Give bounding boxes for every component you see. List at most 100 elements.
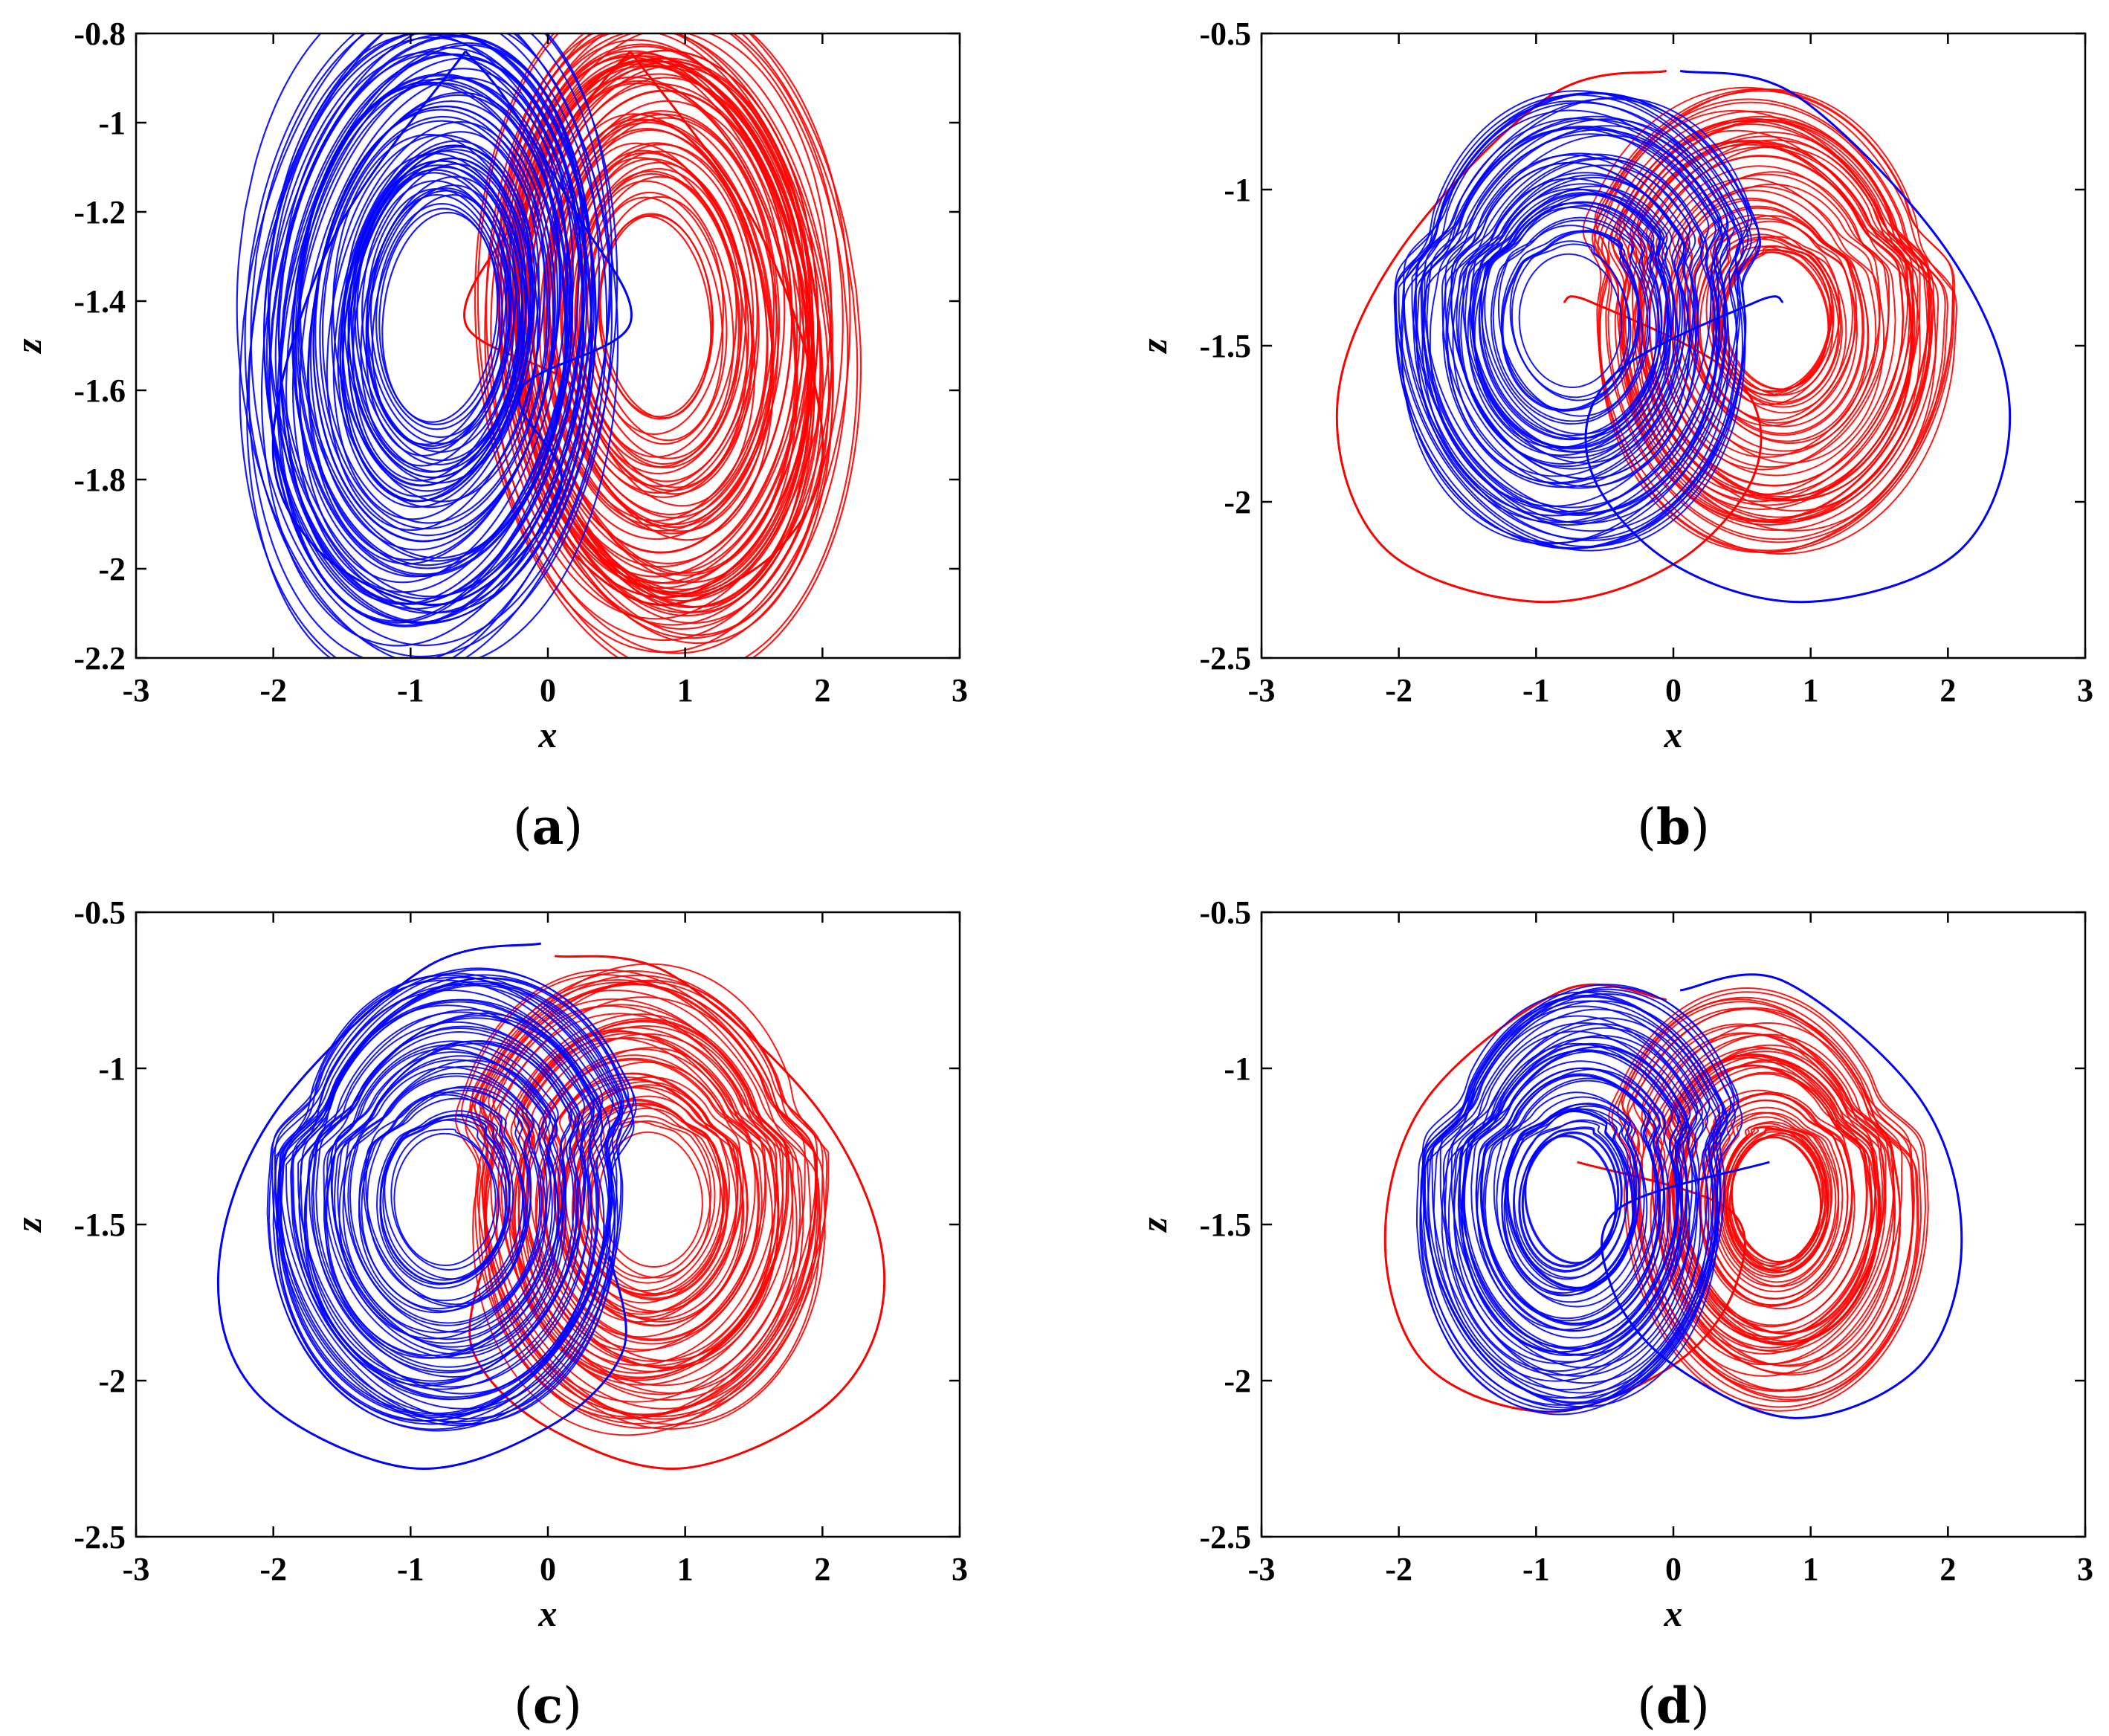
panel-label: (d)	[1637, 1677, 1710, 1735]
y-tick-label: -2.2	[74, 640, 126, 677]
series-1-loop	[1480, 202, 1661, 439]
series-1-loop	[1472, 193, 1669, 448]
series-1-loop	[1419, 986, 1743, 1413]
series-0-loop	[547, 119, 775, 529]
series-0-loop	[1610, 120, 1931, 522]
series-1-loop	[263, 33, 597, 624]
series-1-loop	[300, 1011, 592, 1388]
series-1-loop	[311, 1025, 581, 1374]
series-1-outer-orbit	[1584, 69, 2012, 604]
series-1-loop	[1444, 1023, 1708, 1376]
panel-c: -3 -2 -1 0 1 2 3 -2.5 -2 -1.5 -1 -0.5 x z (c)	[7, 894, 968, 1735]
y-tick-label: -1.5	[74, 1207, 126, 1243]
series-1-loop	[276, 977, 635, 1422]
series-0-loop	[598, 214, 714, 418]
series-0-loop	[1704, 1100, 1849, 1300]
x-tick-label: -3	[123, 1551, 150, 1587]
series-1-loop	[393, 1132, 497, 1267]
series-1-loop	[330, 1048, 560, 1351]
series-1-loop	[326, 121, 546, 532]
x-tick-label: -2	[259, 672, 287, 709]
y-axis-label: z	[7, 338, 49, 355]
y-tick-label: -2.5	[1199, 1519, 1251, 1555]
x-tick-label: 2	[814, 1551, 830, 1587]
series-1-loop	[268, 969, 635, 1430]
y-tick-label: -1	[98, 105, 126, 141]
series-1-loop	[1475, 1067, 1666, 1332]
series-1-loop	[272, 974, 630, 1425]
series-0-loop	[1687, 205, 1865, 436]
series-1-loop	[1453, 1036, 1691, 1363]
series-1-loop	[1484, 206, 1657, 435]
series-0-loop	[1671, 183, 1881, 458]
series-1-loop	[347, 160, 526, 479]
series-1-loop	[1518, 253, 1623, 389]
plot-area-d	[1383, 973, 1963, 1419]
x-tick-label: -1	[1522, 672, 1550, 709]
series-1-loop	[1467, 185, 1674, 456]
series-1-trajectory	[236, 33, 633, 658]
series-1-loop	[1481, 1074, 1660, 1325]
series-0-loop	[477, 33, 859, 658]
x-axis-label: x	[538, 1593, 558, 1634]
y-tick-label: -1.5	[1199, 328, 1251, 364]
series-1-loop	[246, 33, 613, 658]
panel-label: (b)	[1637, 798, 1710, 856]
series-1-loop	[1441, 152, 1699, 489]
series-1-loop	[315, 1031, 577, 1368]
series-1-loop	[1395, 90, 1752, 552]
series-0-loop	[1729, 1135, 1824, 1265]
series-0-loop	[1723, 1126, 1829, 1273]
x-tick-label: -3	[1248, 1551, 1276, 1587]
series-0-loop	[557, 1077, 745, 1323]
panel-label: (a)	[513, 798, 583, 856]
series-1-loop	[1505, 1108, 1636, 1291]
y-tick-label: -1.4	[74, 283, 126, 320]
series-1-loop	[1484, 1080, 1657, 1320]
series-1-loop	[347, 157, 527, 487]
series-1-loop	[319, 115, 551, 530]
series-0-loop	[1601, 110, 1940, 532]
x-tick-label: 3	[2077, 672, 2093, 709]
series-1-loop	[375, 203, 503, 430]
series-0-loop	[474, 33, 862, 658]
series-1-loop	[1521, 1131, 1620, 1268]
series-1-loop	[1496, 1096, 1645, 1303]
series-1-loop	[297, 81, 568, 562]
series-1-loop	[337, 140, 536, 508]
x-tick-label: -2	[1385, 672, 1412, 709]
series-0-loop	[482, 984, 817, 1416]
series-1-loop	[1482, 1077, 1659, 1322]
series-0-loop	[471, 970, 828, 1429]
series-1-loop	[1419, 988, 1735, 1411]
y-tick-label: -2.5	[74, 1519, 126, 1555]
series-0-loop	[1631, 143, 1912, 498]
series-1-loop	[297, 1004, 593, 1395]
y-axis-label: z	[7, 1217, 49, 1233]
x-tick-label: 3	[952, 672, 968, 709]
series-1-loop	[356, 172, 519, 462]
series-0-loop	[599, 215, 712, 419]
series-1-loop	[376, 1110, 514, 1289]
series-0-loop	[586, 1115, 716, 1284]
series-0-loop	[1631, 141, 1913, 501]
series-1-loop	[1447, 1027, 1703, 1372]
plot-area-a	[236, 33, 862, 658]
series-0-loop	[1667, 1048, 1885, 1352]
series-1-loop	[1445, 157, 1705, 485]
series-0-loop	[1618, 120, 1930, 521]
series-1-loop	[1490, 216, 1651, 425]
x-axis-label: x	[1664, 1593, 1683, 1634]
series-1-loop	[365, 1094, 525, 1306]
series-1-loop	[358, 1085, 532, 1314]
x-tick-label: -3	[123, 672, 150, 709]
y-tick-label: -0.5	[1199, 894, 1251, 931]
series-0-loop	[510, 1021, 788, 1378]
series-1-loop	[1415, 117, 1731, 524]
series-1-loop	[1400, 97, 1753, 544]
series-1-loop	[1519, 1127, 1622, 1271]
series-1-loop	[379, 1114, 511, 1285]
x-tick-label: 0	[540, 672, 556, 709]
series-0-trajectory	[454, 955, 886, 1470]
series-1-loop	[1481, 204, 1660, 436]
